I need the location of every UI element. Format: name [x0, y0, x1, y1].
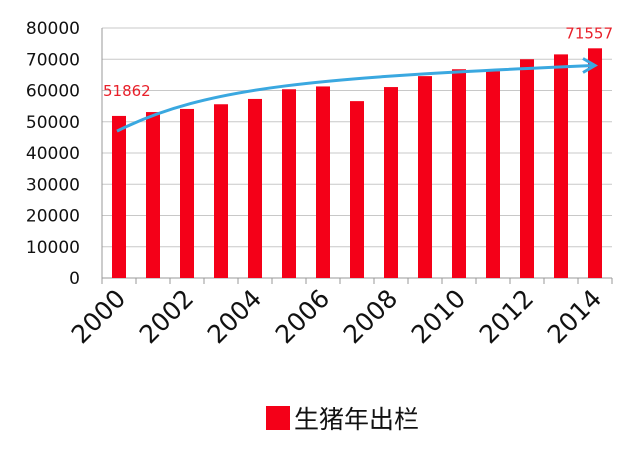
bar-2004: [248, 98, 262, 278]
y-tick-label: 70000: [26, 50, 80, 70]
bar-2001: [146, 112, 160, 278]
bar-2009: [418, 76, 432, 278]
x-tick-label: 2006: [270, 284, 335, 349]
bar-2006: [316, 86, 330, 278]
bar-2003: [214, 104, 228, 278]
y-tick-label: 40000: [26, 144, 80, 164]
x-tick-label: 2002: [134, 284, 199, 349]
y-tick-label: 60000: [26, 82, 80, 102]
x-tick-label: 2010: [406, 284, 471, 349]
bar-2014: [588, 48, 602, 278]
x-tick-label: 2004: [202, 284, 267, 349]
legend-label: 生猪年出栏: [294, 405, 419, 434]
bar-2011: [486, 71, 500, 278]
bar-2008: [384, 87, 398, 278]
legend-swatch: [266, 406, 290, 430]
bar-2000: [112, 115, 126, 279]
bar-2002: [180, 108, 194, 278]
bar-2013: [554, 54, 568, 279]
y-tick-label: 0: [69, 269, 80, 289]
bar-2012: [520, 59, 534, 278]
trend-arrow: [116, 64, 594, 133]
x-tick-label: 2012: [474, 284, 539, 349]
bar-2010: [452, 69, 466, 278]
y-tick-label: 30000: [26, 175, 80, 195]
data-label: 71557: [565, 24, 613, 42]
bar-2005: [282, 89, 296, 278]
trend-arrow-head: [582, 57, 598, 74]
y-tick-label: 80000: [26, 19, 80, 39]
x-tick-label: 2014: [542, 284, 607, 349]
x-tick-label: 2008: [338, 284, 403, 349]
y-tick-label: 50000: [26, 113, 80, 133]
data-label: 51862: [103, 82, 151, 100]
bar-2007: [350, 101, 364, 278]
y-tick-label: 20000: [26, 207, 80, 227]
x-tick-label: 2000: [66, 284, 131, 349]
y-tick-label: 10000: [26, 238, 80, 258]
